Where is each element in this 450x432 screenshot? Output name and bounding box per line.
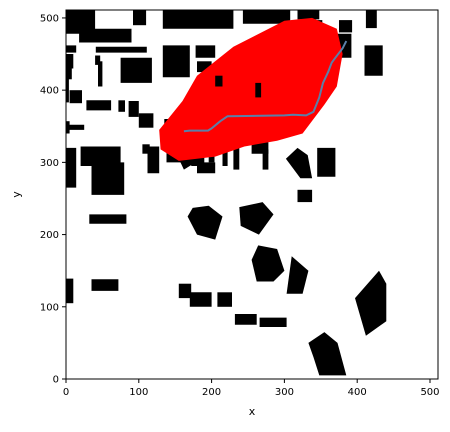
x-tick-label: 0 (63, 387, 69, 398)
obstacle (66, 45, 76, 52)
obstacle (179, 284, 191, 298)
obstacle (133, 10, 146, 25)
obstacle (163, 45, 190, 77)
obstacle (235, 314, 257, 325)
obstacle (217, 292, 232, 307)
obstacle (79, 29, 131, 43)
plot-area (66, 10, 438, 379)
region-obstacle (215, 76, 222, 87)
obstacle (298, 10, 320, 19)
obstacle (233, 148, 239, 170)
obstacle (148, 147, 160, 174)
y-tick-label: 400 (40, 86, 59, 97)
obstacle (96, 47, 147, 53)
obstacle (190, 292, 212, 307)
obstacle (70, 90, 82, 103)
x-tick-label: 100 (129, 387, 148, 398)
obstacle (163, 10, 234, 29)
obstacle (365, 45, 383, 75)
x-tick-label: 300 (275, 387, 294, 398)
y-tick-label: 100 (40, 302, 59, 313)
y-axis-label: y (10, 191, 23, 198)
obstacle (118, 100, 125, 112)
obstacle (121, 58, 152, 83)
y-tick-label: 500 (40, 13, 59, 24)
obstacle (366, 10, 377, 28)
obstacle (339, 20, 352, 32)
x-tick-label: 500 (420, 387, 439, 398)
obstacle (98, 61, 102, 86)
obstacle (129, 101, 139, 117)
obstacle (89, 214, 126, 223)
x-tick-label: 200 (202, 387, 221, 398)
obstacle (298, 190, 313, 202)
obstacle (139, 61, 147, 79)
region-obstacle (255, 83, 261, 98)
obstacle (66, 58, 72, 80)
y-tick-label: 300 (40, 158, 59, 169)
obstacle (86, 100, 111, 110)
obstacle (66, 121, 70, 133)
y-tick-label: 200 (40, 230, 59, 241)
obstacle (92, 162, 125, 195)
y-tick-label: 0 (53, 375, 59, 386)
obstacle (197, 162, 215, 173)
obstacle (66, 148, 76, 188)
obstacle (139, 113, 154, 127)
obstacle (66, 279, 73, 304)
obstacle (317, 148, 335, 177)
obstacle (196, 45, 216, 57)
obstacle (92, 279, 119, 291)
obstacle (260, 318, 287, 327)
x-tick-label: 400 (348, 387, 367, 398)
x-axis-label: x (249, 405, 256, 418)
